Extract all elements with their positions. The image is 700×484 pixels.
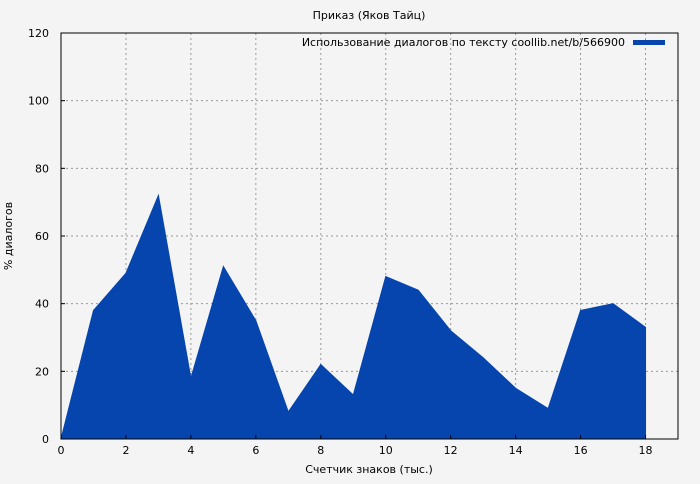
- x-axis-label: Счетчик знаков (тыс.): [305, 463, 433, 476]
- y-tick-label: 120: [28, 27, 49, 40]
- y-tick-label: 60: [35, 230, 49, 243]
- x-tick-label: 2: [122, 444, 129, 457]
- y-tick-label: 20: [35, 365, 49, 378]
- y-tick-label: 40: [35, 298, 49, 311]
- legend: Использование диалогов по тексту coollib…: [302, 36, 665, 49]
- x-tick-label: 14: [509, 444, 523, 457]
- x-tick-label: 10: [379, 444, 393, 457]
- x-tick-label: 8: [317, 444, 324, 457]
- x-tick-label: 0: [58, 444, 65, 457]
- legend-swatch: [633, 40, 665, 45]
- x-tick-label: 12: [444, 444, 458, 457]
- series-area-path: [60, 193, 647, 440]
- x-tick-label: 6: [252, 444, 259, 457]
- y-tick-label: 0: [42, 433, 49, 446]
- y-tick-label: 100: [28, 95, 49, 108]
- x-tick-label: 18: [639, 444, 653, 457]
- x-tick-label: 16: [574, 444, 588, 457]
- y-tick-label: 80: [35, 162, 49, 175]
- legend-entry-label: Использование диалогов по тексту coollib…: [302, 36, 625, 49]
- axis-ticks: 0 2 4 6 8 10 12 14 16 18 0 20 40 60 80 100 120: [28, 27, 653, 457]
- y-axis-label: % диалогов: [2, 202, 15, 270]
- chart-title: Приказ (Яков Тайц): [313, 9, 426, 22]
- series-area: [60, 193, 647, 440]
- x-tick-label: 4: [187, 444, 194, 457]
